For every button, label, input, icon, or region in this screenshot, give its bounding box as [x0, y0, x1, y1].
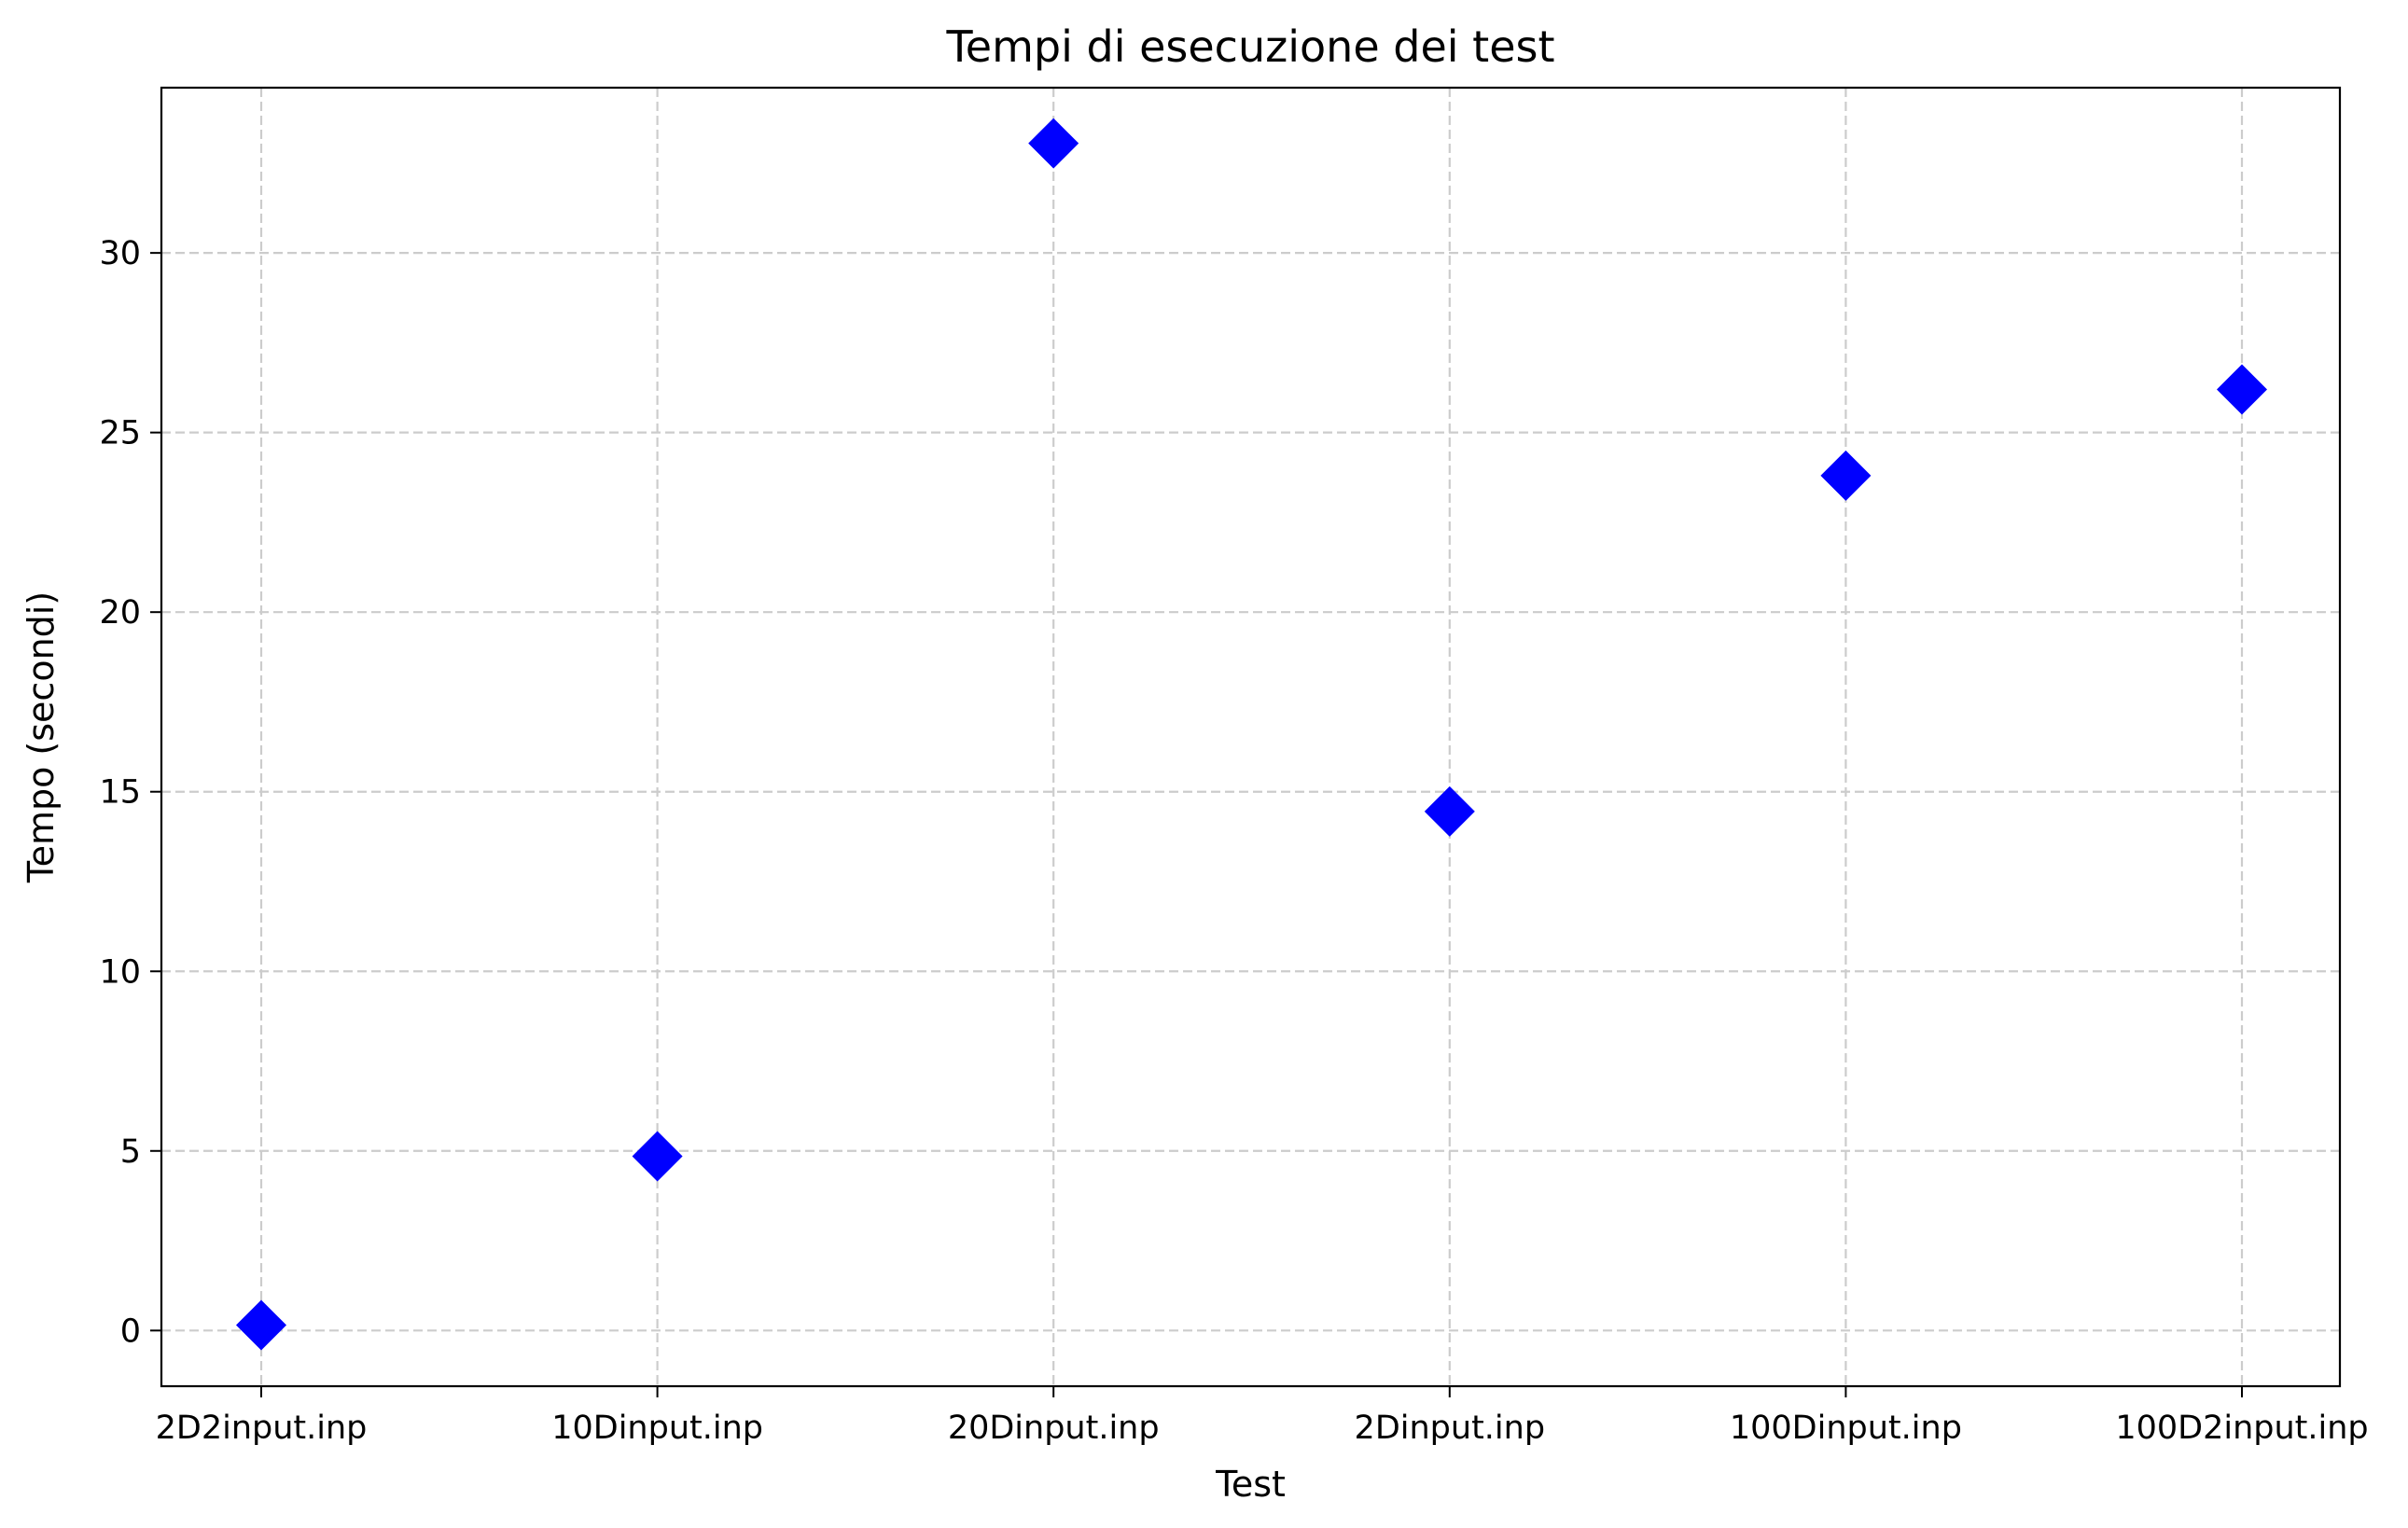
y-tick-label: 20: [99, 594, 141, 632]
data-point: [1424, 785, 1475, 837]
y-axis-label: Tempo (secondi): [21, 591, 62, 883]
data-point: [236, 1299, 286, 1351]
x-tick-label: 20Dinput.inp: [948, 1410, 1160, 1447]
data-point: [1028, 118, 1079, 169]
y-tick-label: 15: [99, 774, 141, 812]
y-tick-label: 25: [99, 415, 141, 452]
data-points: [236, 118, 2267, 1351]
y-tick-label: 5: [120, 1133, 141, 1171]
data-point: [1820, 450, 1872, 501]
data-point: [2217, 364, 2267, 415]
x-tick-label: 10Dinput.inp: [551, 1410, 763, 1447]
plot-frame: [160, 86, 2342, 1388]
grid-lines: [161, 88, 2340, 1386]
x-tick-label: 2D2input.inp: [156, 1410, 368, 1447]
data-point: [632, 1131, 683, 1182]
x-tick-label: 100D2input.inp: [2115, 1410, 2368, 1447]
x-tick-label: 100Dinput.inp: [1730, 1410, 1962, 1447]
y-tick-label: 30: [99, 235, 141, 272]
y-tick-label: 0: [120, 1313, 141, 1350]
chart-title: Tempi di esecuzione dei test: [946, 21, 1555, 72]
x-axis-label: Test: [1215, 1464, 1286, 1505]
y-tick-label: 10: [99, 953, 141, 991]
axis-ticks: 0 5 10 15 20 25 30 2D2input.inp 10Dinput.inp 20Di…: [99, 235, 2368, 1447]
x-tick-label: 2Dinput.inp: [1355, 1410, 1546, 1447]
